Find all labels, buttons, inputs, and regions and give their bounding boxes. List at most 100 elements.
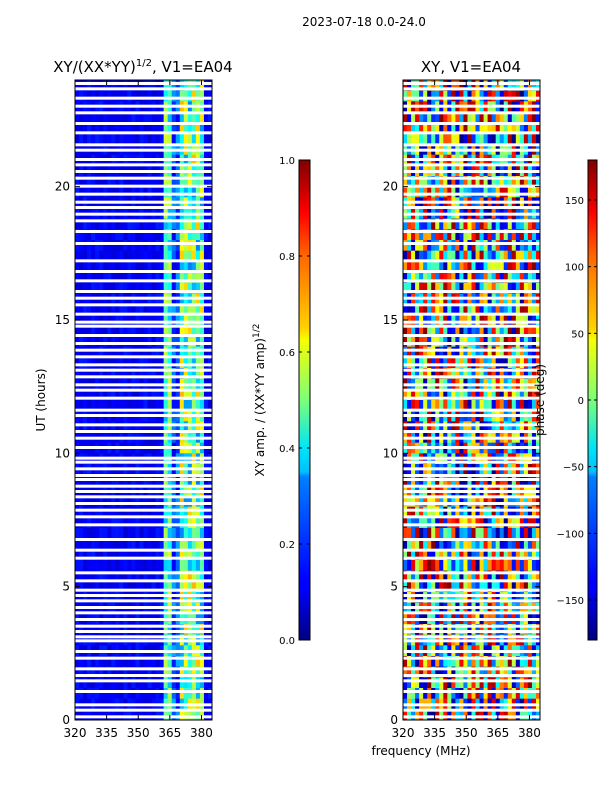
phase-heat-cell bbox=[511, 570, 517, 582]
amplitude-heat-cell bbox=[119, 250, 124, 262]
phase-heat-cell bbox=[419, 336, 424, 348]
amplitude-colorbar-tick-label: 0.2 bbox=[279, 540, 295, 551]
phase-heat-cell bbox=[523, 282, 529, 294]
phase-heat-cell bbox=[419, 506, 424, 518]
phase-gap-row bbox=[403, 446, 540, 449]
amplitude-heat-cell bbox=[163, 389, 169, 401]
amplitude-heat-cell bbox=[159, 186, 165, 198]
amplitude-heat-cell bbox=[127, 528, 132, 540]
amplitude-heat-cell bbox=[83, 656, 88, 668]
amplitude-heat-cell bbox=[183, 122, 189, 134]
phase-gap-row bbox=[403, 656, 540, 660]
amplitude-colorbar-tick-label: 0.8 bbox=[279, 252, 295, 263]
phase-heat-cell bbox=[443, 592, 448, 604]
phase-heat-cell bbox=[475, 240, 480, 252]
phase-heat-cell bbox=[419, 421, 424, 433]
phase-heat-cell bbox=[491, 560, 497, 572]
amplitude-heat-cell bbox=[155, 90, 161, 102]
amplitude-heat-cell bbox=[163, 400, 169, 412]
phase-heat-cell bbox=[403, 517, 408, 529]
phase-heat-cell bbox=[527, 122, 533, 134]
phase-heat-cell bbox=[487, 656, 493, 668]
amplitude-heat-cell bbox=[163, 677, 169, 689]
phase-heat-cell bbox=[403, 80, 408, 92]
amplitude-heat-cell bbox=[139, 506, 144, 518]
phase-heat-cell bbox=[419, 656, 424, 668]
amplitude-heat-cell bbox=[171, 218, 177, 230]
phase-heat-cell bbox=[431, 570, 436, 582]
phase-heat-cell bbox=[495, 592, 501, 604]
phase-heat-cell bbox=[459, 666, 464, 678]
amplitude-heat-cell bbox=[187, 560, 193, 572]
amplitude-heat-cell bbox=[203, 304, 209, 316]
amplitude-gap-row bbox=[75, 606, 212, 609]
amplitude-heat-cell bbox=[95, 368, 100, 380]
amplitude-heat-cell bbox=[107, 112, 112, 124]
phase-heat-cell bbox=[479, 496, 484, 508]
amplitude-heat-cell bbox=[95, 122, 100, 134]
amplitude-heat-cell bbox=[139, 357, 144, 369]
amplitude-heat-cell bbox=[115, 336, 120, 348]
amplitude-heat-cell bbox=[199, 549, 205, 561]
phase-heat-cell bbox=[511, 229, 517, 241]
phase-heat-cell bbox=[479, 400, 484, 412]
phase-heat-cell bbox=[483, 709, 489, 720]
phase-heat-cell bbox=[403, 709, 408, 720]
amplitude-heat-cell bbox=[151, 261, 156, 273]
phase-heat-cell bbox=[515, 304, 521, 316]
phase-heat-cell bbox=[523, 421, 529, 433]
amplitude-heat-cell bbox=[171, 549, 177, 561]
phase-heat-cell bbox=[447, 336, 452, 348]
phase-heat-cell bbox=[411, 549, 416, 561]
phase-heat-cell bbox=[403, 336, 408, 348]
amplitude-heat-cell bbox=[95, 346, 100, 358]
phase-gap-row bbox=[403, 230, 540, 233]
amplitude-heat-cell bbox=[155, 304, 161, 316]
phase-heat-cell bbox=[503, 592, 509, 604]
phase-heat-cell bbox=[495, 666, 501, 678]
phase-heat-cell bbox=[459, 656, 464, 668]
amplitude-heat-cell bbox=[123, 122, 128, 134]
phase-gap-row bbox=[403, 515, 540, 519]
amplitude-heat-cell bbox=[195, 688, 201, 700]
amplitude-heat-cell bbox=[207, 80, 212, 92]
amplitude-heat-cell bbox=[175, 304, 181, 316]
amplitude-colorbar-label-base: XY amp. / (XX*YY amp) bbox=[253, 338, 267, 476]
phase-heat-cell bbox=[511, 400, 517, 412]
phase-heat-cell bbox=[535, 421, 540, 433]
amplitude-heat-cell bbox=[111, 656, 116, 668]
phase-heat-cell bbox=[443, 528, 448, 540]
amplitude-heat-cell bbox=[147, 496, 152, 508]
phase-heat-cell bbox=[503, 560, 509, 572]
amplitude-heat-cell bbox=[79, 560, 84, 572]
amplitude-heat-cell bbox=[187, 389, 193, 401]
amplitude-heat-cell bbox=[163, 336, 169, 348]
phase-gap-row bbox=[403, 158, 540, 161]
amplitude-heat-cell bbox=[95, 186, 100, 198]
phase-heat-cell bbox=[419, 80, 424, 92]
amplitude-heat-cell bbox=[99, 709, 104, 720]
phase-heat-cell bbox=[483, 314, 489, 326]
amplitude-heat-cell bbox=[75, 357, 80, 369]
phase-heat-cell bbox=[439, 666, 444, 678]
phase-heat-cell bbox=[483, 357, 489, 369]
phase-heat-cell bbox=[475, 261, 480, 273]
amplitude-heat-cell bbox=[147, 325, 152, 337]
amplitude-heat-cell bbox=[191, 261, 197, 273]
amplitude-heat-cell bbox=[167, 656, 173, 668]
amplitude-heat-cell bbox=[115, 549, 120, 561]
amplitude-heat-cell bbox=[127, 133, 132, 145]
amplitude-heat-cell bbox=[143, 90, 148, 102]
amplitude-heat-cell bbox=[171, 624, 177, 636]
amplitude-heat-cell bbox=[171, 314, 177, 326]
phase-heat-cell bbox=[495, 368, 501, 380]
phase-gap-row bbox=[403, 538, 540, 541]
amplitude-heat-cell bbox=[83, 240, 88, 252]
amplitude-heat-cell bbox=[123, 656, 128, 668]
phase-heat-cell bbox=[475, 421, 480, 433]
amplitude-heat-cell bbox=[123, 186, 128, 198]
phase-heat-cell bbox=[523, 80, 529, 92]
amplitude-heat-cell bbox=[87, 122, 92, 134]
phase-heat-cell bbox=[491, 666, 497, 678]
amplitude-heat-cell bbox=[159, 549, 165, 561]
